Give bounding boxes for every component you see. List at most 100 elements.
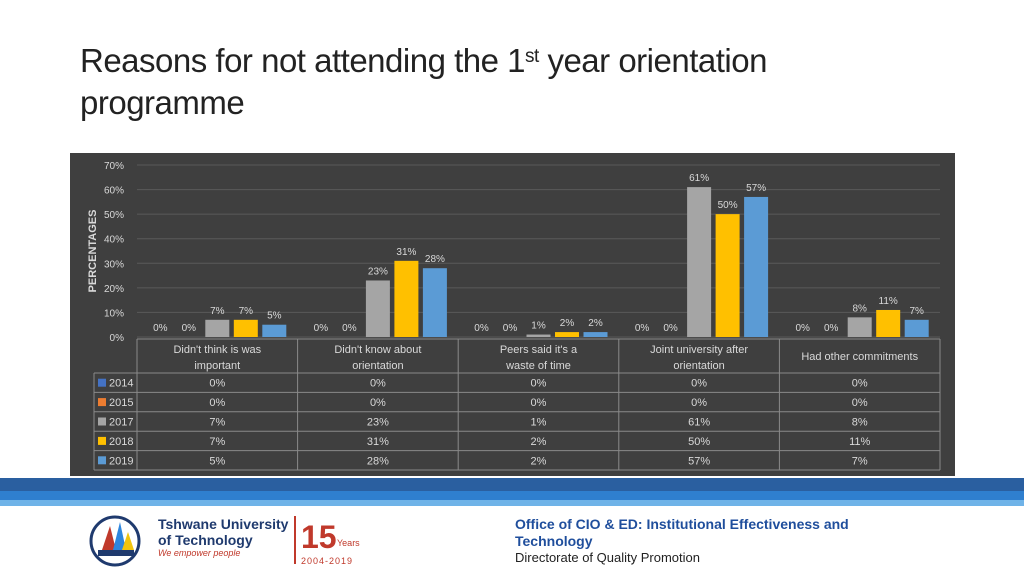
bar-2018-4 (715, 214, 740, 337)
category-label: Peers said it's a waste of time (500, 344, 578, 372)
table-cell: 7% (209, 417, 225, 429)
table-cell: 0% (209, 397, 225, 409)
anniversary-number: 15 (301, 519, 337, 555)
slide-title: Reasons for not attending the 1st year o… (80, 40, 840, 124)
y-tick-label: 60% (104, 186, 124, 197)
legend-swatch-2014 (98, 378, 106, 387)
table-cell: 8% (852, 417, 868, 429)
data-label: 28% (425, 254, 445, 265)
data-label: 0% (342, 323, 357, 334)
table-cell: 1% (531, 417, 547, 429)
data-label: 0% (314, 323, 329, 334)
y-tick-label: 0% (110, 333, 125, 344)
y-tick-label: 20% (104, 284, 124, 295)
legend-swatch-2017 (98, 417, 106, 426)
table-cell: 5% (209, 455, 225, 467)
bar-2018-3 (555, 332, 579, 337)
y-tick-label: 10% (104, 308, 124, 319)
anniversary-word: Years (337, 538, 360, 548)
data-label: 50% (718, 200, 738, 211)
data-label: 2% (588, 318, 603, 329)
table-cell: 0% (691, 397, 707, 409)
university-name: Tshwane University of Technology (158, 516, 288, 548)
table-cell: 0% (531, 378, 547, 390)
legend-label-2015: 2015 (109, 397, 133, 409)
bar-2019-4 (744, 196, 769, 337)
data-label: 0% (182, 323, 197, 334)
table-cell: 0% (852, 397, 868, 409)
footer-band (0, 478, 1024, 500)
bar-chart: 0% 10% 20% 30% 40% 50% 60% 70% PERCENTAGES 0% 0% 7%… (87, 161, 941, 471)
data-label: 0% (474, 323, 489, 334)
data-label: 57% (746, 183, 766, 194)
bar-2017-2 (365, 280, 390, 337)
data-label: 0% (635, 323, 650, 334)
office-name: Office of CIO & ED: Institutional Effect… (515, 516, 849, 549)
bar-2017-5 (847, 317, 872, 337)
chart-panel: 0% 10% 20% 30% 40% 50% 60% 70% PERCENTAGES 0% 0% 7%… (70, 153, 955, 476)
y-tick-label: 40% (104, 235, 124, 246)
data-label: 0% (153, 323, 168, 334)
data-label: 8% (852, 303, 867, 314)
data-label: 2% (560, 318, 575, 329)
university-slogan: We empower people (158, 548, 241, 558)
y-tick-label: 50% (104, 210, 124, 221)
table-cell: 2% (531, 455, 547, 467)
footer-text: Office of CIO & ED: Institutional Effect… (515, 516, 915, 566)
table-cell: 7% (852, 455, 868, 467)
bar-2017-4 (687, 187, 712, 337)
university-name-line1: Tshwane University (158, 516, 289, 532)
table-cell: 2% (531, 436, 547, 448)
data-label: 23% (368, 266, 388, 277)
legend-swatch-2018 (98, 436, 106, 445)
university-logo: Tshwane University of Technology We empo… (80, 508, 370, 570)
table-cell: 61% (688, 417, 710, 429)
data-label: 11% (879, 296, 898, 307)
table-cell: 11% (849, 436, 870, 448)
legend-label-2019: 2019 (109, 455, 133, 467)
bar-2018-5 (876, 309, 901, 337)
bar-2018-2 (394, 260, 419, 337)
bar-2019-1 (262, 324, 287, 337)
bar-2019-2 (422, 268, 447, 337)
data-label: 1% (531, 321, 546, 332)
table-cell: 0% (370, 397, 386, 409)
tut-emblem-icon (89, 515, 141, 567)
data-label: 61% (689, 173, 709, 184)
university-name-line2: of Technology (158, 532, 253, 548)
title-part2: year orientation programme (80, 42, 767, 121)
category-label: Didn't know about orientation (334, 344, 421, 372)
legend-label-2017: 2017 (109, 417, 133, 429)
table-cell: 31% (367, 436, 389, 448)
data-label: 0% (503, 323, 518, 334)
y-tick-label: 30% (104, 259, 124, 270)
table-cell: 28% (367, 455, 389, 467)
title-superscript: st (525, 46, 539, 67)
table-cell: 50% (688, 436, 710, 448)
table-cell: 0% (209, 378, 225, 390)
y-tick-label: 70% (104, 161, 124, 172)
legend-label-2018: 2018 (109, 436, 133, 448)
legend-swatch-2015 (98, 398, 106, 407)
data-label: 5% (267, 311, 282, 322)
category-label: Didn't think is was important (173, 344, 261, 372)
data-label: 0% (795, 323, 810, 334)
anniversary-range: 2004-2019 (301, 556, 353, 566)
bar-2017-1 (205, 319, 230, 337)
footer-band-light (0, 500, 1024, 506)
table-cell: 0% (370, 378, 386, 390)
bar-2018-1 (233, 319, 258, 337)
bar-2017-3 (526, 334, 551, 337)
title-part1: Reasons for not attending the 1 (80, 42, 526, 79)
bar-2019-3 (583, 332, 608, 337)
data-label: 7% (909, 306, 924, 317)
table-cell: 57% (688, 455, 710, 467)
table-cell: 0% (531, 397, 547, 409)
table-cell: 0% (691, 378, 707, 390)
table-cell: 7% (209, 436, 225, 448)
data-label: 0% (824, 323, 839, 334)
bar-2019-5 (904, 319, 929, 337)
data-label: 7% (239, 306, 254, 317)
category-label: Had other commitments (801, 351, 918, 363)
anniversary-badge: 15 Years 2004-2019 (294, 516, 360, 566)
